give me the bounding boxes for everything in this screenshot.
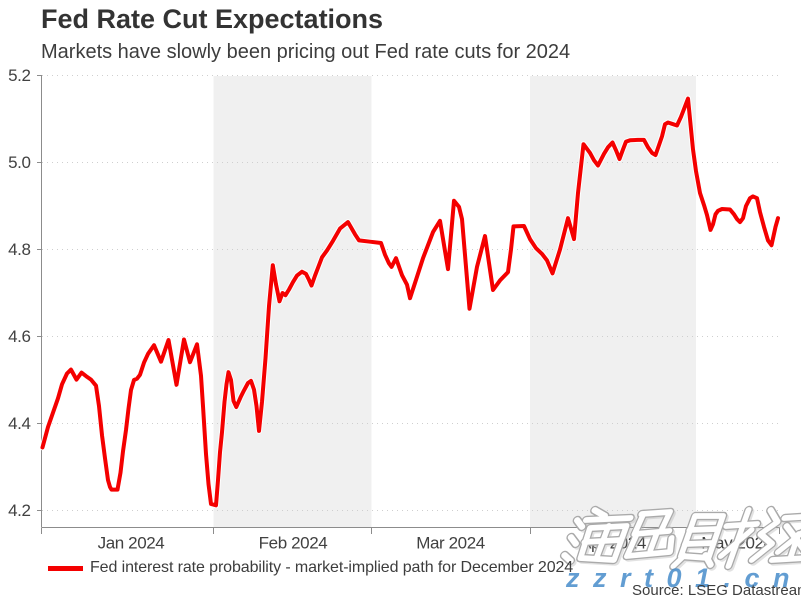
svg-text:Mar 2024: Mar 2024 bbox=[416, 534, 485, 553]
svg-text:4.2: 4.2 bbox=[8, 501, 30, 520]
svg-text:4.4: 4.4 bbox=[8, 414, 30, 433]
svg-text:4.8: 4.8 bbox=[8, 240, 30, 259]
svg-text:5.0: 5.0 bbox=[8, 153, 30, 172]
svg-text:Jan 2024: Jan 2024 bbox=[98, 534, 165, 553]
svg-text:4.6: 4.6 bbox=[8, 327, 30, 346]
svg-text:5.2: 5.2 bbox=[8, 66, 30, 85]
svg-text:Feb 2024: Feb 2024 bbox=[259, 534, 328, 553]
